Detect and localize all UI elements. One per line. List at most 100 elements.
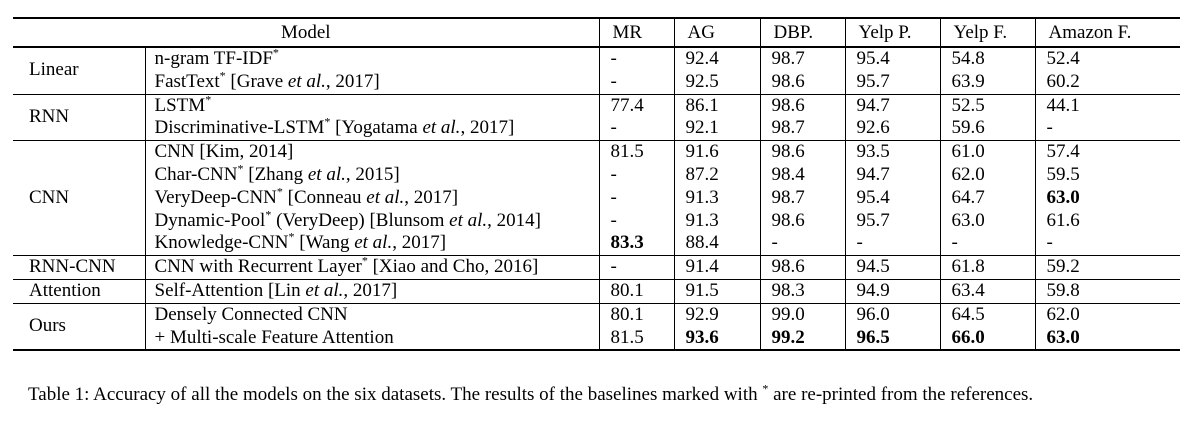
model-name: Densely Connected CNN	[144, 302, 600, 327]
group-label: RNN	[13, 93, 145, 141]
col-header-model: Model	[13, 18, 600, 48]
value-cell: 95.4	[844, 186, 941, 210]
value-cell: 92.9	[673, 302, 761, 327]
value-cell: 98.6	[759, 70, 846, 95]
value-cell: 57.4	[1034, 140, 1181, 164]
col-header-ag: AG	[673, 18, 761, 48]
model-name: n-gram TF-IDF*	[144, 46, 600, 71]
value-cell: 81.5	[598, 140, 675, 164]
value-cell: 98.6	[759, 93, 846, 118]
col-header-yelp-f: Yelp F.	[939, 18, 1036, 48]
star-marker: *	[205, 94, 212, 107]
value-cell: 59.8	[1034, 278, 1181, 304]
table-row: FastText* [Grave et al., 2017] -92.5 98.6 9…	[13, 70, 1181, 95]
value-cell: 98.6	[759, 209, 846, 233]
value-cell: 93.6	[673, 326, 761, 351]
value-cell: 95.7	[844, 209, 941, 233]
table-row: CNN CNN [Kim, 2014] 81.5 91.6 98.6 93.5 61.0 57…	[13, 140, 1181, 256]
group-label: CNN	[13, 140, 145, 256]
value-cell: -	[598, 255, 675, 280]
star-marker: *	[276, 186, 283, 199]
caption-text-pre: Table 1: Accuracy of all the models on t…	[28, 384, 763, 405]
value-cell: 77.4	[598, 93, 675, 118]
value-cell: 63.9	[939, 70, 1036, 95]
table-row: Char-CNN* [Zhang et al., 2015] -87.2 98.4 9…	[13, 163, 1181, 187]
value-cell: -	[598, 186, 675, 210]
value-cell: 94.7	[844, 93, 941, 118]
value-cell: 64.5	[939, 302, 1036, 327]
value-cell: 98.6	[759, 140, 846, 164]
value-cell: 52.4	[1034, 46, 1181, 71]
value-cell: 80.1	[598, 278, 675, 304]
value-cell: 86.1	[673, 93, 761, 118]
star-marker: *	[272, 47, 279, 60]
value-cell: 63.4	[939, 278, 1036, 304]
model-name: FastText* [Grave et al., 2017]	[144, 70, 600, 95]
value-cell: 98.3	[759, 278, 846, 304]
value-cell: -	[939, 232, 1036, 256]
citation-et-al: et al.	[354, 232, 393, 254]
star-marker: *	[288, 232, 295, 245]
col-header-mr: MR	[598, 18, 675, 48]
value-cell: 61.0	[939, 140, 1036, 164]
value-cell: -	[598, 70, 675, 95]
value-cell: 61.6	[1034, 209, 1181, 233]
value-cell: 63.0	[939, 209, 1036, 233]
value-cell: 99.0	[759, 302, 846, 327]
model-name: Dynamic-Pool* (VeryDeep) [Blunsom et al.…	[144, 209, 600, 233]
table-row: RNN LSTM* 77.4 86.1 98.6 94.7 52.5 44.1	[13, 93, 1181, 141]
value-cell: 88.4	[673, 232, 761, 256]
group-label: RNN-CNN	[13, 255, 145, 280]
value-cell: 98.7	[759, 186, 846, 210]
citation-et-al: et al.	[449, 209, 488, 231]
value-cell: 94.7	[844, 163, 941, 187]
value-cell: 54.8	[939, 46, 1036, 71]
value-cell: -	[598, 209, 675, 233]
table-row: + Multi-scale Feature Attention 81.5 93.6 9…	[13, 326, 1181, 351]
value-cell: 92.1	[673, 117, 761, 141]
table-row: Discriminative-LSTM* [Yogatama et al., 2…	[13, 117, 1181, 141]
model-name: Char-CNN* [Zhang et al., 2015]	[144, 163, 600, 187]
value-cell: 62.0	[1034, 302, 1181, 327]
value-cell: 91.6	[673, 140, 761, 164]
value-cell: 63.0	[1034, 326, 1181, 351]
value-cell: 59.2	[1034, 255, 1181, 280]
col-header-yelp-p: Yelp P.	[844, 18, 941, 48]
value-cell: -	[1034, 117, 1181, 141]
citation-et-al: et al.	[287, 70, 326, 92]
value-cell: 92.4	[673, 46, 761, 71]
value-cell: 95.4	[844, 46, 941, 71]
table-row: Attention Self-Attention [Lin et al., 201…	[13, 278, 1181, 304]
value-cell: 59.6	[939, 117, 1036, 141]
star-marker: *	[324, 117, 331, 130]
model-name: + Multi-scale Feature Attention	[144, 326, 600, 351]
value-cell: 80.1	[598, 302, 675, 327]
value-cell: 96.5	[844, 326, 941, 351]
value-cell: 62.0	[939, 163, 1036, 187]
caption-text-post: are re-printed from the references.	[768, 384, 1034, 405]
value-cell: 98.6	[759, 255, 846, 280]
value-cell: 44.1	[1034, 93, 1181, 118]
value-cell: 92.6	[844, 117, 941, 141]
value-cell: -	[598, 163, 675, 187]
model-name: VeryDeep-CNN* [Conneau et al., 2017]	[144, 186, 600, 210]
model-name: LSTM*	[144, 93, 600, 118]
value-cell: 59.5	[1034, 163, 1181, 187]
col-header-amazon-f: Amazon F.	[1034, 18, 1181, 48]
value-cell: -	[759, 232, 846, 256]
value-cell: 87.2	[673, 163, 761, 187]
header-row: Model MR AG DBP. Yelp P. Yelp F. Amazon …	[13, 18, 1181, 48]
value-cell: 64.7	[939, 186, 1036, 210]
value-cell: 91.3	[673, 186, 761, 210]
table-header: Model MR AG DBP. Yelp P. Yelp F. Amazon …	[13, 18, 1181, 48]
value-cell: 61.8	[939, 255, 1036, 280]
value-cell: 63.0	[1034, 186, 1181, 210]
group-label: Ours	[13, 302, 145, 351]
star-marker: *	[265, 209, 272, 222]
value-cell: 98.7	[759, 117, 846, 141]
value-cell: 91.5	[673, 278, 761, 304]
value-cell: 98.4	[759, 163, 846, 187]
value-cell: 60.2	[1034, 70, 1181, 95]
value-cell: 81.5	[598, 326, 675, 351]
